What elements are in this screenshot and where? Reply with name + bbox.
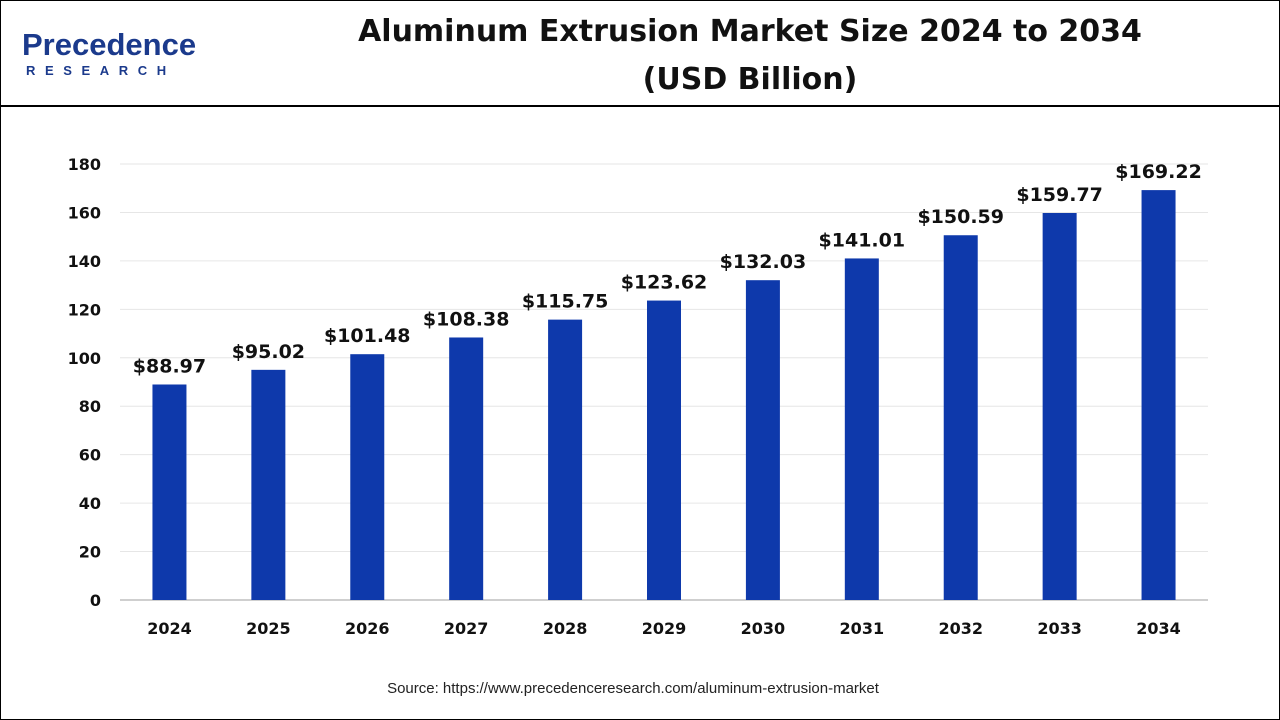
data-label: $169.22: [1115, 161, 1202, 183]
y-tick-label: 140: [68, 252, 101, 271]
x-tick-label: 2033: [1037, 619, 1082, 638]
data-label: $150.59: [917, 206, 1004, 228]
y-tick-label: 160: [68, 203, 101, 222]
bar-2024: [152, 384, 187, 600]
x-tick-label: 2031: [840, 619, 885, 638]
bar-2029: [647, 300, 681, 600]
y-tick-label: 120: [68, 300, 101, 319]
bar-2026: [350, 354, 385, 600]
y-tick-label: 180: [68, 155, 101, 174]
bar-2030: [745, 280, 780, 600]
data-label: $88.97: [133, 355, 206, 377]
x-tick-label: 2027: [444, 619, 489, 638]
y-tick-label: 80: [79, 397, 101, 416]
bar-2033: [1042, 213, 1077, 600]
x-tick-label: 2026: [345, 619, 390, 638]
x-tick-label: 2029: [642, 619, 687, 638]
x-tick-label: 2032: [938, 619, 983, 638]
y-tick-label: 20: [79, 543, 101, 562]
source-note: Source: https://www.precedenceresearch.c…: [387, 680, 879, 697]
data-label: $95.02: [232, 341, 305, 363]
data-label: $132.03: [720, 251, 807, 273]
header: Precedence RESEARCH Aluminum Extrusion M…: [0, 0, 1280, 107]
logo-subtitle: RESEARCH: [26, 63, 176, 78]
data-label: $141.01: [819, 229, 906, 251]
x-tick-label: 2030: [741, 619, 786, 638]
bar-2032: [943, 235, 978, 600]
x-tick-label: 2025: [246, 619, 291, 638]
x-tick-label: 2034: [1136, 619, 1181, 638]
y-tick-label: 100: [68, 349, 101, 368]
chart-title-line1: Aluminum Extrusion Market Size 2024 to 2…: [358, 14, 1142, 49]
chart-title-line2: (USD Billion): [642, 62, 858, 97]
data-label: $108.38: [423, 308, 510, 330]
data-label: $115.75: [522, 291, 609, 313]
bar-2028: [548, 319, 583, 600]
data-label: $159.77: [1016, 184, 1103, 206]
bar-2034: [1141, 190, 1176, 600]
precedence-research-logo: Precedence RESEARCH: [22, 28, 222, 84]
y-tick-label: 60: [79, 446, 101, 465]
bar-2031: [844, 258, 879, 600]
data-label: $101.48: [324, 325, 411, 347]
y-tick-label: 0: [90, 591, 101, 610]
bar-2027: [449, 337, 484, 600]
data-label: $123.62: [621, 272, 708, 294]
logo-wordmark: Precedence: [22, 27, 197, 62]
x-tick-label: 2024: [147, 619, 192, 638]
y-tick-label: 40: [79, 494, 101, 513]
bar-2025: [251, 369, 286, 600]
x-tick-label: 2028: [543, 619, 588, 638]
